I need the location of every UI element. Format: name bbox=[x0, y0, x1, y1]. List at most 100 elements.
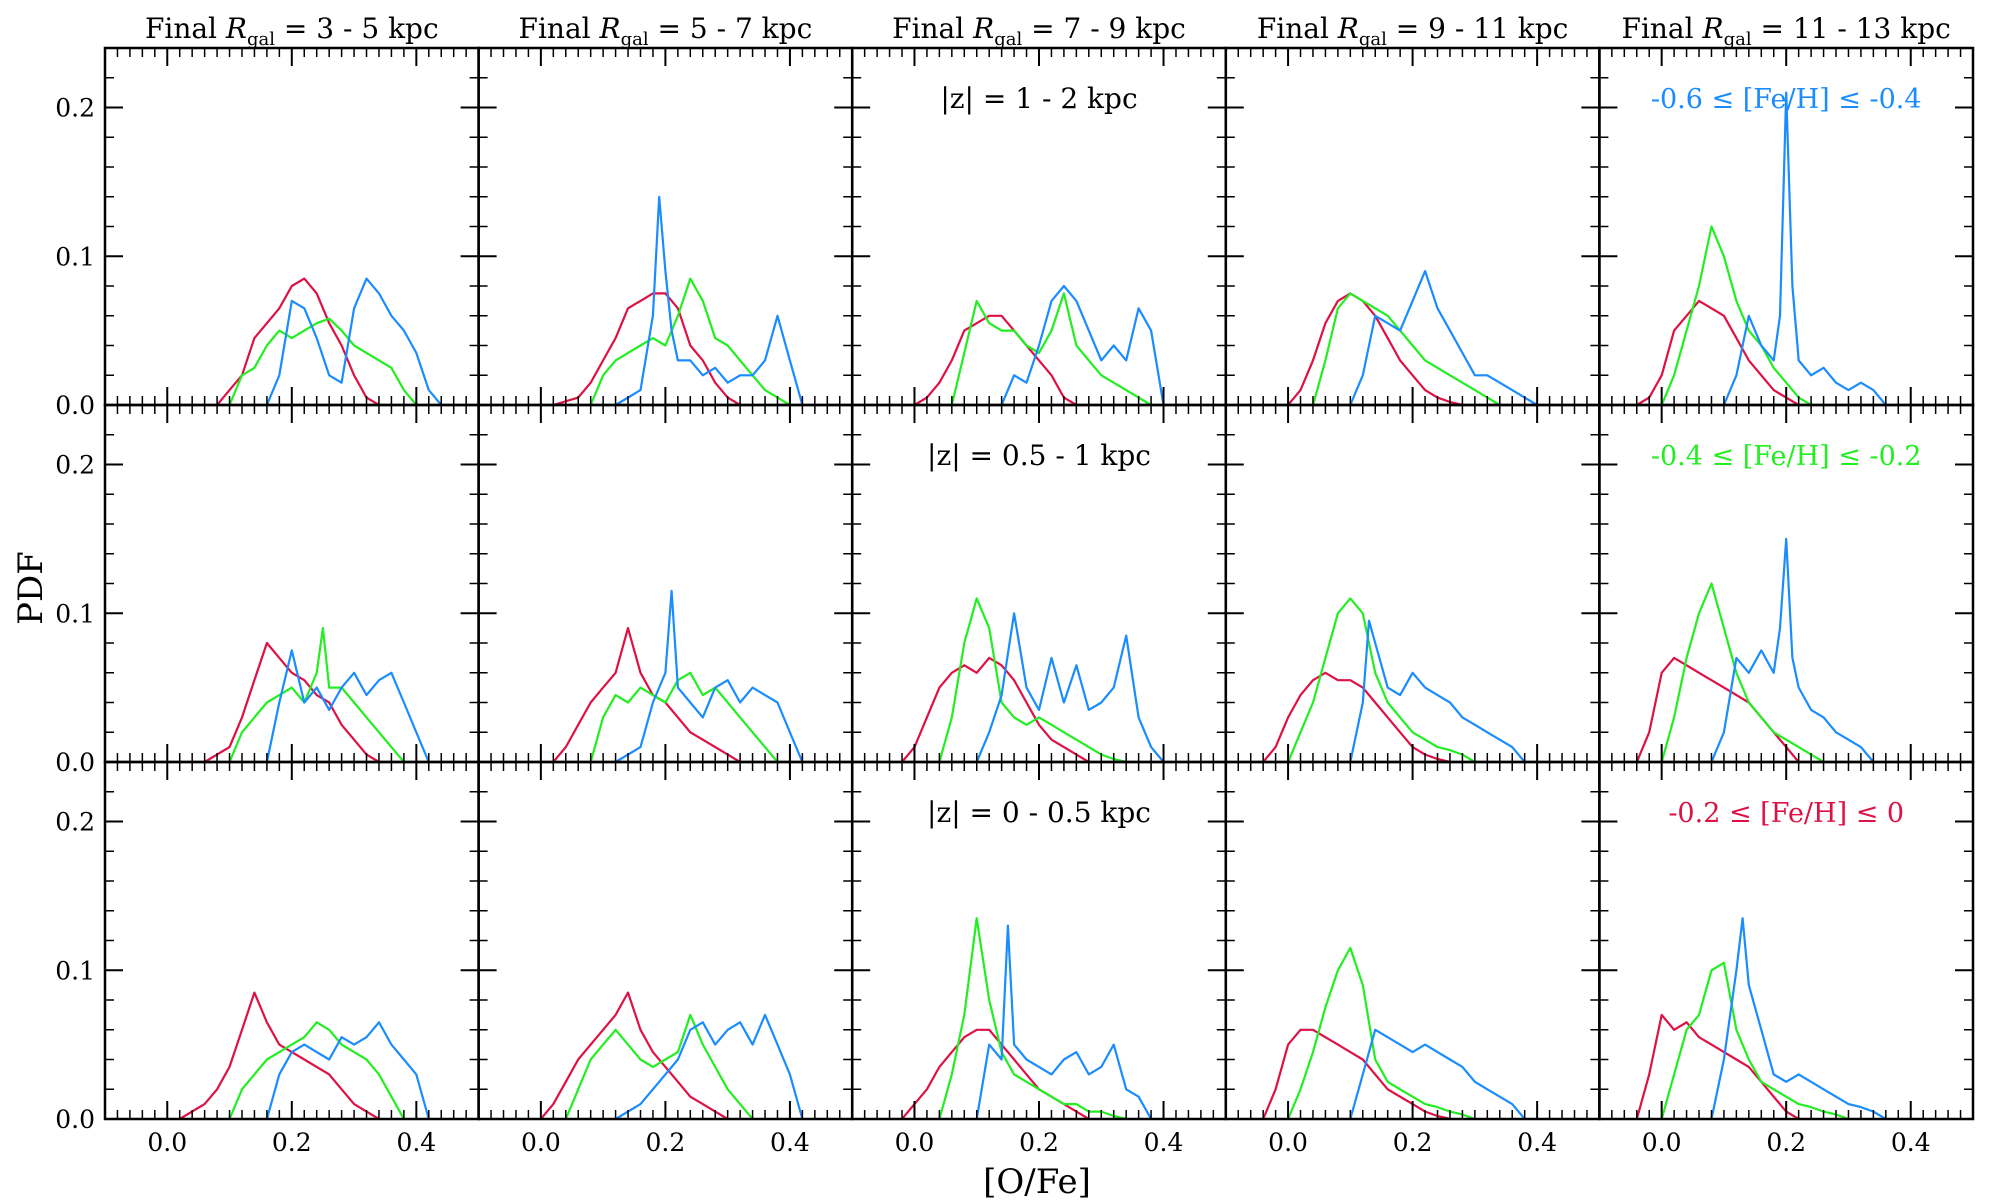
x-tick-label: 0.2 bbox=[646, 1128, 686, 1157]
series-line-1 bbox=[589, 277, 791, 405]
legend-entry-1: -0.4 ≤ [Fe/H] ≤ -0.2 bbox=[1651, 441, 1922, 472]
series-line-1 bbox=[1311, 292, 1501, 405]
series-line-2 bbox=[1349, 270, 1538, 405]
column-title-1: Final Rgal = 5 - 7 kpc bbox=[519, 12, 813, 50]
x-axis-title: [O/Fe] bbox=[983, 1162, 1091, 1200]
series-line-1 bbox=[950, 292, 1152, 405]
column-title-subscript: gal bbox=[994, 29, 1022, 50]
series-line-0 bbox=[1262, 1028, 1451, 1119]
panel-r1-c4 bbox=[1599, 405, 1973, 762]
column-title-subscript: gal bbox=[1724, 29, 1752, 50]
series-line-1 bbox=[1660, 225, 1812, 405]
panel-r1-c0 bbox=[105, 405, 479, 762]
panel-r1-c3 bbox=[1225, 405, 1600, 762]
column-title-subscript: gal bbox=[621, 29, 649, 50]
panel-series-r2-c3 bbox=[1262, 946, 1526, 1119]
panel-series-r0-c2 bbox=[913, 284, 1165, 405]
series-line-0 bbox=[552, 292, 741, 405]
series-line-2 bbox=[615, 589, 804, 762]
panel-r0-c0 bbox=[105, 48, 479, 405]
panel-series-r1-c0 bbox=[204, 626, 430, 762]
column-title-post: = 3 - 5 kpc bbox=[275, 12, 439, 45]
row-label-0: |z| = 1 - 2 kpc bbox=[940, 82, 1137, 115]
series-line-2 bbox=[1349, 1028, 1526, 1119]
series-line-0 bbox=[552, 626, 741, 762]
panel-series-r2-c2 bbox=[901, 917, 1153, 1119]
panel-series-r2-c4 bbox=[1635, 917, 1887, 1119]
panel-r2-c0 bbox=[105, 762, 479, 1119]
y-tick-label: 0.2 bbox=[55, 808, 95, 837]
column-title-pre: Final bbox=[145, 12, 226, 45]
series-line-2 bbox=[1710, 537, 1875, 762]
panel-series-r1-c1 bbox=[552, 589, 804, 762]
column-title-symbol: R bbox=[972, 12, 994, 45]
series-line-2 bbox=[1349, 619, 1526, 762]
x-tick-label: 0.2 bbox=[1766, 1128, 1806, 1157]
x-tick-label: 0.0 bbox=[521, 1128, 561, 1157]
x-tick-label: 0.0 bbox=[895, 1128, 935, 1157]
x-tick-label: 0.2 bbox=[1393, 1128, 1433, 1157]
panel-series-r2-c1 bbox=[540, 991, 804, 1119]
panel-r1-c1 bbox=[478, 405, 853, 762]
series-line-1 bbox=[938, 917, 1127, 1119]
panel-r0-c3 bbox=[1225, 48, 1600, 405]
y-tick-label: 0.0 bbox=[55, 1105, 95, 1134]
column-title-post: = 7 - 9 kpc bbox=[1022, 12, 1186, 45]
panel-r2-c3 bbox=[1225, 762, 1600, 1119]
series-line-0 bbox=[913, 314, 1077, 405]
series-line-2 bbox=[615, 1013, 804, 1119]
row-label-1: |z| = 0.5 - 1 kpc bbox=[927, 439, 1151, 472]
series-line-1 bbox=[1660, 961, 1849, 1119]
column-title-pre: Final bbox=[1257, 12, 1338, 45]
y-tick-label: 0.0 bbox=[55, 748, 95, 777]
column-title-subscript: gal bbox=[247, 29, 275, 50]
series-line-1 bbox=[1660, 582, 1825, 762]
panel-series-r1-c4 bbox=[1635, 537, 1875, 762]
panel-r1-c2 bbox=[852, 405, 1226, 762]
series-line-1 bbox=[228, 626, 405, 762]
ticks-layer bbox=[105, 48, 1973, 1120]
panel-frame-r2-c4 bbox=[1598, 760, 1975, 1121]
labels-layer: 0.0 0.2 0.4 0.0 0.2 0.4 0.0 0.2 0.4 0.0 0.2 0.4 0.0 0… bbox=[55, 12, 1951, 1157]
series-line-1 bbox=[1287, 597, 1476, 762]
series-line-0 bbox=[1635, 1013, 1800, 1119]
column-title-post: = 9 - 11 kpc bbox=[1387, 12, 1568, 45]
column-title-3: Final Rgal = 9 - 11 kpc bbox=[1257, 12, 1569, 50]
series-line-0 bbox=[216, 277, 380, 405]
panel-series-r0-c0 bbox=[216, 277, 443, 405]
panel-r0-c1 bbox=[478, 48, 853, 405]
column-title-symbol: R bbox=[225, 12, 247, 45]
y-tick-label: 0.1 bbox=[55, 956, 95, 985]
column-title-symbol: R bbox=[599, 12, 621, 45]
legend-entry-2: -0.2 ≤ [Fe/H] ≤ 0 bbox=[1668, 798, 1904, 829]
series-line-2 bbox=[1710, 917, 1887, 1119]
x-tick-label: 0.0 bbox=[1268, 1128, 1308, 1157]
x-tick-label: 0.0 bbox=[147, 1128, 187, 1157]
x-tick-label: 0.0 bbox=[1642, 1128, 1682, 1157]
x-tick-label: 0.4 bbox=[1891, 1128, 1931, 1157]
column-title-0: Final Rgal = 3 - 5 kpc bbox=[145, 12, 439, 50]
y-tick-label: 0.0 bbox=[55, 391, 95, 420]
panel-series-r2-c0 bbox=[179, 991, 430, 1119]
column-title-4: Final Rgal = 11 - 13 kpc bbox=[1622, 12, 1951, 50]
series-line-0 bbox=[540, 991, 729, 1119]
column-title-post: = 5 - 7 kpc bbox=[649, 12, 813, 45]
y-axis-title: PDF bbox=[11, 551, 51, 625]
y-tick-label: 0.2 bbox=[55, 94, 95, 123]
series-line-1 bbox=[228, 317, 418, 405]
x-tick-label: 0.4 bbox=[770, 1128, 810, 1157]
series-line-2 bbox=[1722, 91, 1887, 405]
series-line-2 bbox=[615, 195, 804, 405]
x-tick-label: 0.4 bbox=[1144, 1128, 1184, 1157]
column-title-subscript: gal bbox=[1359, 29, 1387, 50]
panel-r2-c4 bbox=[1599, 762, 1973, 1119]
frames-layer bbox=[103, 46, 1975, 1121]
column-title-post: = 11 - 13 kpc bbox=[1752, 12, 1951, 45]
y-tick-label: 0.1 bbox=[55, 599, 95, 628]
column-title-pre: Final bbox=[1622, 12, 1703, 45]
series-line-1 bbox=[228, 1021, 405, 1119]
panel-series-r1-c3 bbox=[1262, 597, 1526, 762]
series-line-2 bbox=[265, 649, 430, 762]
column-title-symbol: R bbox=[1701, 12, 1723, 45]
series-line-2 bbox=[975, 924, 1153, 1119]
